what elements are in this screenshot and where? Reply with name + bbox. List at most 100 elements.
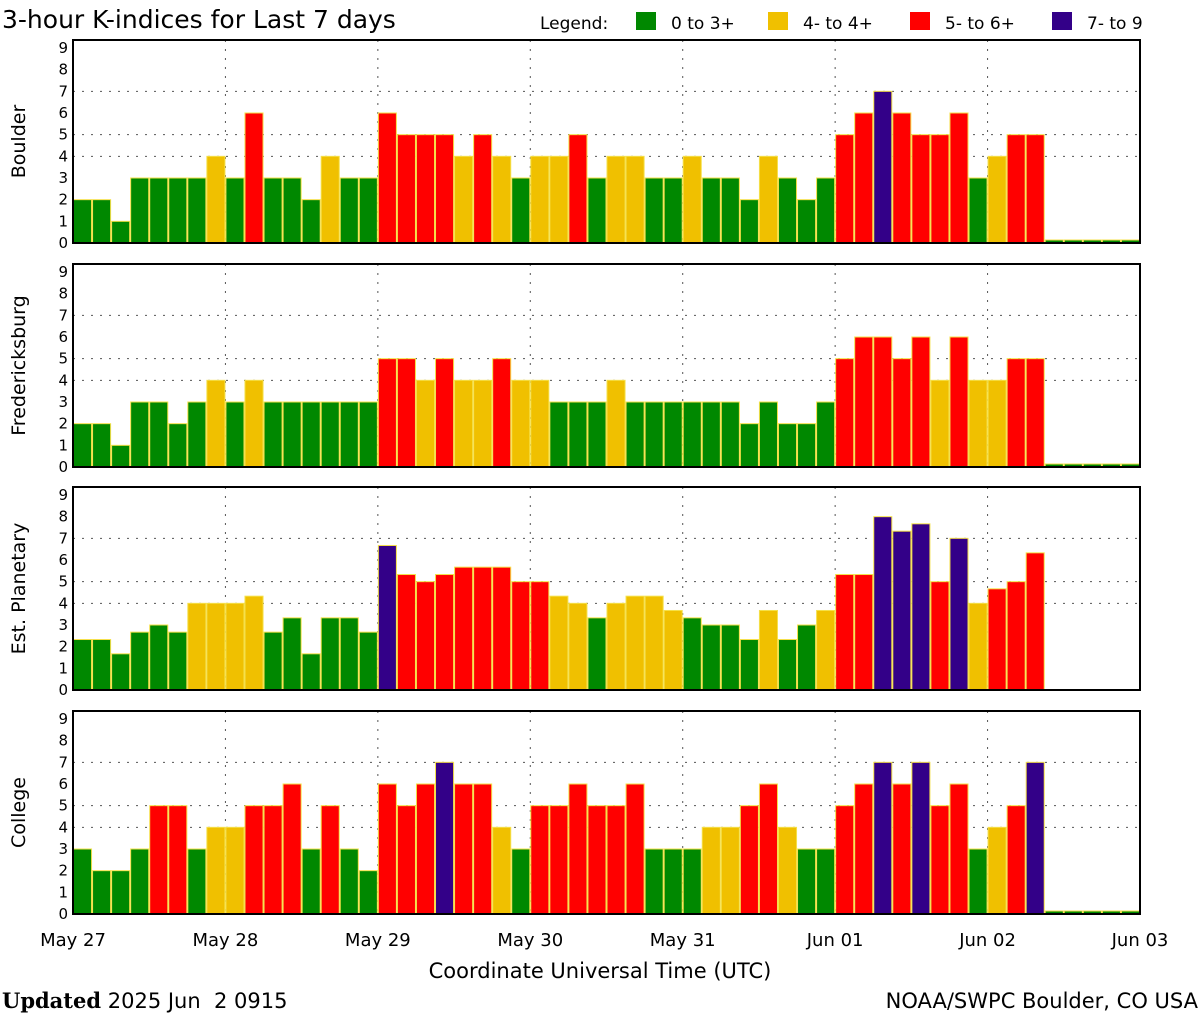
k-index-bar (339, 177, 359, 244)
k-index-bar (149, 805, 169, 915)
k-index-bar (111, 444, 131, 468)
k-index-bar (930, 805, 950, 915)
station-label: Fredericksburg (8, 295, 30, 435)
k-index-bar (473, 379, 493, 468)
k-index-bar (339, 617, 359, 691)
k-index-bar (987, 155, 1007, 244)
panel-fredericksburg: 0 1 2 3 4 5 6 7 8 9 Fredericksburg (8, 263, 1141, 476)
k-index-bar (701, 177, 721, 244)
y-tick-label: 4 (58, 818, 68, 836)
y-tick-label: 3 (58, 393, 68, 411)
k-index-bar (187, 177, 207, 244)
k-index-bar (435, 761, 455, 915)
k-index-bar (168, 805, 188, 915)
k-index-bar (663, 177, 683, 244)
k-index-bar (263, 401, 283, 468)
k-index-bar (930, 581, 950, 691)
k-index-bar (492, 826, 512, 915)
k-index-bar (206, 155, 226, 244)
k-index-bar (206, 826, 226, 915)
y-tick-label: 7 (58, 529, 68, 547)
panel-est-planetary: 0 1 2 3 4 5 6 7 8 9 Est. Planetary (8, 486, 1141, 699)
k-index-bar (244, 379, 264, 468)
chart-title: 3-hour K-indices for Last 7 days (2, 5, 396, 34)
k-index-bar (949, 112, 969, 244)
k-index-bar (92, 639, 112, 691)
y-tick-label: 1 (58, 659, 68, 677)
k-index-bar (530, 155, 550, 244)
k-index-bar (111, 870, 131, 915)
k-index-bar (301, 199, 321, 244)
k-index-bar (377, 783, 397, 915)
x-axis-title: Coordinate Universal Time (UTC) (429, 959, 772, 983)
k-index-bar (301, 848, 321, 915)
y-tick-label: 4 (58, 147, 68, 165)
k-index-bar (701, 401, 721, 468)
y-tick-label: 5 (58, 573, 68, 591)
x-tick-label: May 29 (345, 930, 411, 951)
k-index-bar (396, 134, 416, 244)
k-index-bar (1006, 134, 1026, 244)
k-index-bar (225, 177, 245, 244)
legend-entry: 7- to 9 (1087, 14, 1143, 34)
station-label: Boulder (8, 105, 30, 179)
k-index-bar (968, 602, 988, 691)
k-index-bar (1025, 358, 1045, 468)
k-index-bar (720, 401, 740, 468)
k-index-bar (168, 423, 188, 468)
k-index-bar (892, 358, 912, 468)
k-index-bar (892, 783, 912, 915)
k-index-bar (682, 401, 702, 468)
k-index-bar (377, 112, 397, 244)
k-index-bar (1006, 805, 1026, 915)
k-index-bar (282, 177, 302, 244)
k-index-bar (92, 423, 112, 468)
y-tick-label: 2 (58, 191, 68, 209)
y-tick-label: 2 (58, 862, 68, 880)
k-index-bar (758, 401, 778, 468)
k-index-bar (720, 826, 740, 915)
k-index-bar (606, 602, 626, 691)
legend-swatch (910, 12, 930, 30)
k-index-bar (873, 516, 893, 691)
k-index-bar (149, 401, 169, 468)
y-tick-label: 6 (58, 775, 68, 793)
y-tick-label: 8 (58, 508, 68, 526)
x-tick-label: May 30 (497, 930, 563, 951)
k-index-bar (358, 401, 378, 468)
y-tick-label: 4 (58, 371, 68, 389)
k-index-bar (892, 112, 912, 244)
k-index-bar (92, 870, 112, 915)
k-index-bar (777, 177, 798, 244)
y-tick-label: 0 (58, 681, 68, 699)
y-tick-label: 4 (58, 594, 68, 612)
y-tick-label: 3 (58, 616, 68, 634)
k-index-bar (816, 177, 836, 244)
k-index-bar (682, 155, 702, 244)
k-index-bar (282, 783, 302, 915)
legend-swatch (636, 12, 656, 30)
k-index-bar (263, 631, 283, 691)
k-index-bar (511, 379, 531, 468)
k-index-bar (320, 155, 340, 244)
y-tick-label: 9 (58, 710, 68, 728)
k-index-bar (530, 581, 550, 691)
k-index-bar (625, 595, 645, 691)
k-index-bar (130, 848, 150, 915)
y-tick-label: 8 (58, 285, 68, 303)
k-index-bar (606, 805, 626, 915)
k-index-bar (911, 336, 931, 468)
k-index-bar (987, 588, 1007, 691)
y-tick-label: 0 (58, 458, 68, 476)
updated-label: Updated (2, 988, 101, 1013)
k-index-bar (835, 358, 855, 468)
k-index-bar (682, 848, 702, 915)
k-index-bar (396, 805, 416, 915)
legend-entry: 5- to 6+ (945, 14, 1015, 34)
legend-entry: 0 to 3+ (671, 14, 735, 34)
k-index-bar (492, 358, 512, 468)
y-tick-label: 6 (58, 328, 68, 346)
y-tick-label: 8 (58, 732, 68, 750)
k-index-bar (320, 401, 340, 468)
k-index-bar (568, 602, 588, 691)
